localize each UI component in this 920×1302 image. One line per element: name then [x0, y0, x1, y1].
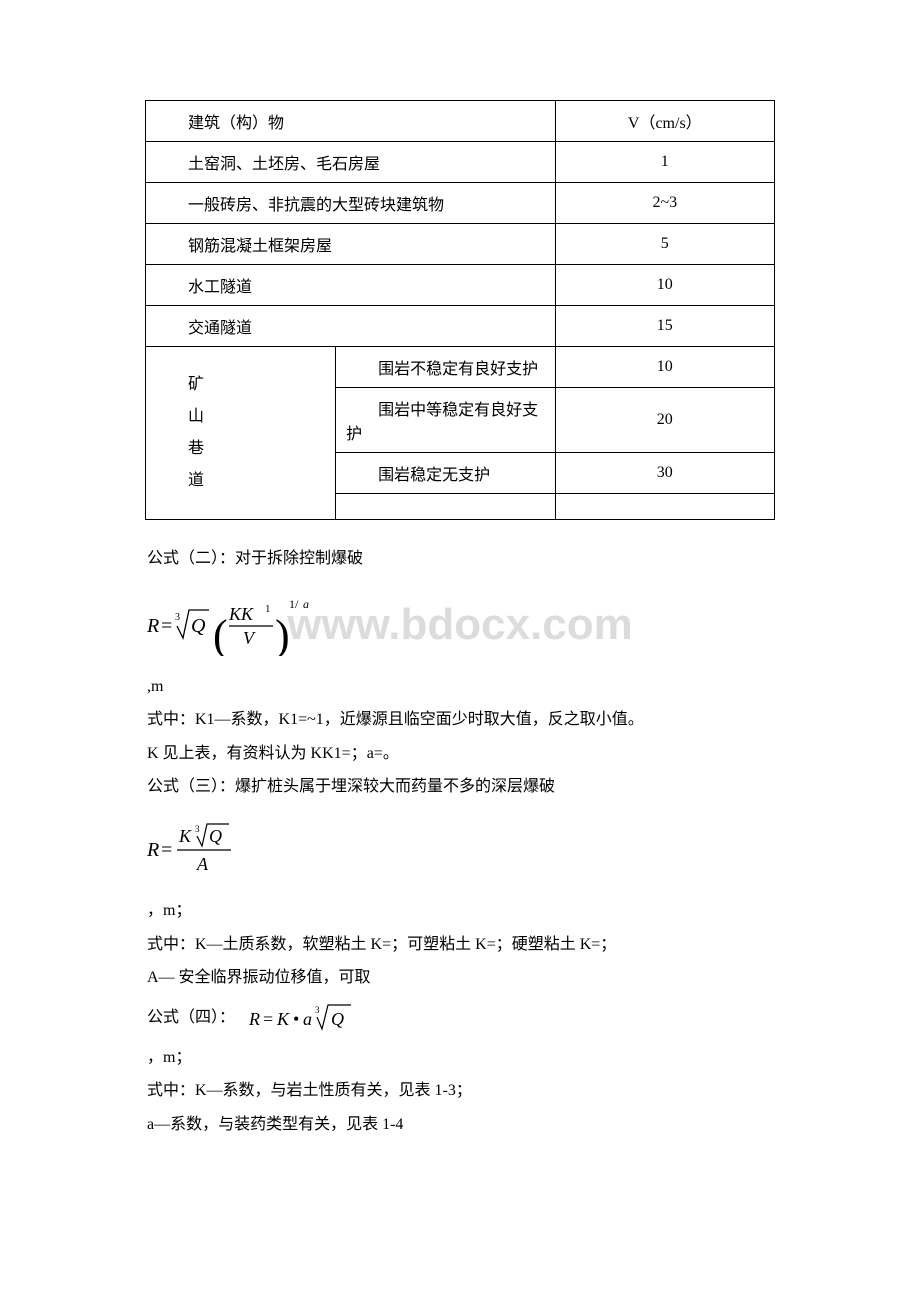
svg-text:V: V — [243, 628, 256, 648]
table-row: 钢筋混凝土框架房屋 5 — [146, 224, 775, 265]
svg-text:a: a — [303, 1009, 312, 1029]
svg-text:Q: Q — [209, 826, 222, 846]
svg-text:K: K — [276, 1009, 290, 1029]
svg-text:R: R — [249, 1009, 260, 1029]
mine-value: 20 — [555, 388, 774, 453]
formula2-math: R = 3 Q ( KK 1 V ) 1/ a — [147, 590, 775, 656]
svg-text:K: K — [178, 826, 192, 846]
root-radicand: Q — [191, 615, 206, 637]
header-structure: 建筑（构）物 — [146, 101, 556, 142]
mine-group-label: 矿 山 巷 道 — [146, 347, 336, 520]
cell-name: 土窑洞、土坯房、毛石房屋 — [146, 142, 556, 183]
svg-text:•: • — [293, 1009, 299, 1029]
svg-text:(: ( — [213, 611, 228, 656]
svg-text:1/: 1/ — [289, 597, 299, 611]
formula-lhs: R — [147, 615, 159, 637]
formula4-math: R = K • a 3 Q — [249, 1001, 389, 1035]
table-row: 交通隧道 15 — [146, 306, 775, 347]
formula2-desc2: K 见上表，有资料认为 KK1=；a=。 — [147, 737, 775, 771]
mine-cond: 围岩不稳定有良好支护 — [336, 347, 555, 388]
cell-value: 1 — [555, 142, 774, 183]
unit-label: ，m； — [147, 1041, 775, 1075]
svg-text:=: = — [263, 1009, 273, 1029]
cell-value: 5 — [555, 224, 774, 265]
cell-name: 钢筋混凝土框架房屋 — [146, 224, 556, 265]
svg-text:KK: KK — [228, 604, 254, 624]
formula3-math: R = K 3 Q A — [147, 818, 775, 880]
table-row: 水工隧道 10 — [146, 265, 775, 306]
cell-value: 2~3 — [555, 183, 774, 224]
formula4-line: 公式（四）： R = K • a 3 Q — [145, 1001, 775, 1035]
mine-cond: 围岩中等稳定有良好支护 — [336, 388, 555, 453]
svg-text:Q: Q — [331, 1009, 344, 1029]
document-content: 建筑（构）物 V（cm/s） 土窑洞、土坯房、毛石房屋 1 一般砖房、非抗震的大… — [145, 100, 775, 1142]
empty-cell — [555, 494, 774, 520]
mine-value: 10 — [555, 347, 774, 388]
cell-value: 15 — [555, 306, 774, 347]
formula4-label: 公式（四）： — [147, 1001, 235, 1035]
mine-cond: 围岩稳定无支护 — [336, 453, 555, 494]
empty-cell — [336, 494, 555, 520]
svg-text:3: 3 — [315, 1005, 320, 1015]
formula2-title: 公式（二）：对于拆除控制爆破 — [147, 542, 775, 576]
table-row: 一般砖房、非抗震的大型砖块建筑物 2~3 — [146, 183, 775, 224]
cell-value: 10 — [555, 265, 774, 306]
svg-text:): ) — [275, 611, 290, 656]
cell-name: 水工隧道 — [146, 265, 556, 306]
mine-value: 30 — [555, 453, 774, 494]
svg-text:R: R — [147, 839, 159, 861]
svg-text:=: = — [161, 615, 172, 637]
formula2-desc1: 式中：K1—系数，K1=~1，近爆源且临空面少时取大值，反之取小值。 — [147, 703, 775, 737]
unit-label: ，m； — [147, 894, 775, 928]
table-row: 矿 山 巷 道 围岩不稳定有良好支护 10 — [146, 347, 775, 388]
svg-text:1: 1 — [265, 603, 271, 615]
structure-table: 建筑（构）物 V（cm/s） 土窑洞、土坯房、毛石房屋 1 一般砖房、非抗震的大… — [145, 100, 775, 520]
root-index: 3 — [175, 612, 180, 623]
cell-name: 一般砖房、非抗震的大型砖块建筑物 — [146, 183, 556, 224]
formula3-title: 公式（三）：爆扩桩头属于埋深较大而药量不多的深层爆破 — [147, 770, 775, 804]
svg-text:3: 3 — [195, 824, 200, 834]
formula4-desc1: 式中：K—系数，与岩土性质有关，见表 1-3； — [147, 1074, 775, 1108]
formula3-desc2: A— 安全临界振动位移值，可取 — [147, 961, 775, 995]
cell-name: 交通隧道 — [146, 306, 556, 347]
svg-text:A: A — [196, 854, 209, 874]
table-header-row: 建筑（构）物 V（cm/s） — [146, 101, 775, 142]
table-row: 土窑洞、土坯房、毛石房屋 1 — [146, 142, 775, 183]
svg-text:a: a — [303, 597, 309, 611]
svg-text:=: = — [161, 839, 172, 861]
unit-label: ,m — [147, 670, 775, 704]
header-value: V（cm/s） — [555, 101, 774, 142]
formula4-desc2: a—系数，与装药类型有关，见表 1-4 — [147, 1108, 775, 1142]
formula3-desc1: 式中：K—土质系数，软塑粘土 K=；可塑粘土 K=；硬塑粘土 K=； — [147, 928, 775, 962]
